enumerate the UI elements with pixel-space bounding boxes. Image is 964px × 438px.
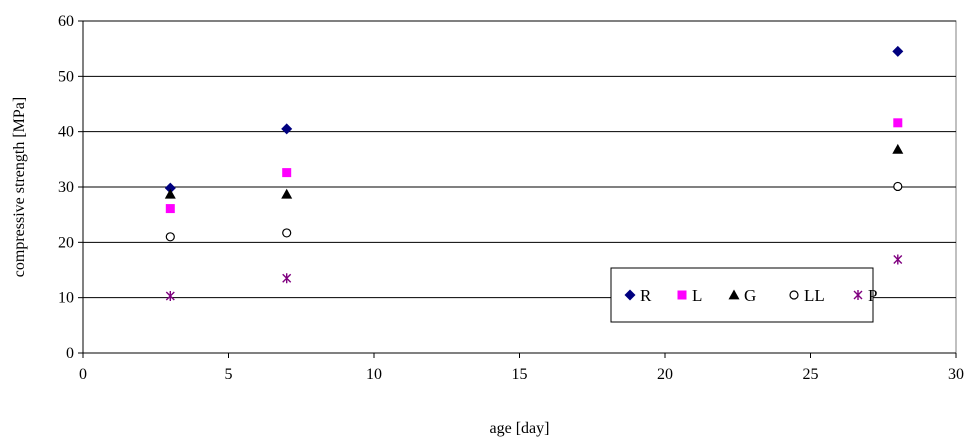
legend-item-R: R	[624, 286, 652, 305]
y-tick-label-60: 60	[58, 13, 74, 30]
legend: R L G LL P	[610, 267, 877, 323]
point-G-7	[281, 188, 293, 199]
axes	[78, 20, 957, 358]
point-LL-3	[165, 232, 175, 242]
series-R	[164, 45, 904, 194]
y-tick-label-0: 0	[66, 345, 74, 362]
series-LL	[165, 181, 903, 242]
point-LL-7	[282, 228, 292, 238]
series-L	[165, 118, 903, 214]
series-G	[164, 143, 904, 199]
legend-marker-LL	[789, 290, 799, 300]
x-tick-label-5: 5	[225, 366, 233, 383]
plot-area: 0 5 10 15 20 25 30 0 10 20 30 40 50 60	[58, 13, 964, 383]
y-tick-label-30: 30	[58, 179, 74, 196]
legend-items: R L G LL P	[624, 286, 877, 305]
legend-box	[610, 267, 874, 323]
legend-item-LL: LL	[789, 286, 825, 305]
point-P-3	[165, 291, 175, 302]
point-G-3	[164, 188, 176, 199]
legend-label-P: P	[868, 286, 877, 305]
data-markers	[164, 45, 904, 302]
point-R-28	[892, 45, 904, 57]
point-G-28	[892, 143, 904, 154]
y-tick-label-50: 50	[58, 68, 74, 85]
point-P-28	[893, 254, 903, 265]
x-tick-label-25: 25	[803, 366, 819, 383]
y-tick-label-40: 40	[58, 124, 74, 141]
x-tick-label-15: 15	[512, 366, 528, 383]
legend-item-L: L	[677, 286, 702, 305]
x-tick-label-0: 0	[79, 366, 87, 383]
point-P-7	[282, 273, 292, 284]
legend-marker-L	[677, 290, 687, 300]
y-tick-label-20: 20	[58, 234, 74, 251]
x-axis-title: age [day]	[490, 420, 550, 437]
legend-item-P: P	[853, 286, 877, 305]
y-axis-title: compressive strength [MPa]	[11, 97, 28, 277]
legend-label-G: G	[744, 286, 756, 305]
point-LL-28	[893, 181, 903, 192]
x-tick-label-20: 20	[657, 366, 673, 383]
legend-marker-G	[728, 289, 740, 300]
point-L-28	[893, 118, 903, 128]
x-tick-label-10: 10	[366, 366, 382, 383]
legend-label-L: L	[692, 286, 702, 305]
point-R-7	[281, 123, 293, 135]
legend-item-G: G	[728, 286, 756, 305]
point-L-7	[282, 168, 292, 178]
legend-label-LL: LL	[804, 286, 825, 305]
legend-label-R: R	[640, 286, 652, 305]
x-tick-label-30: 30	[948, 366, 964, 383]
y-tick-labels: 0 10 20 30 40 50 60	[58, 13, 74, 362]
point-R-3	[164, 182, 176, 194]
legend-marker-R	[624, 289, 636, 301]
series-P	[165, 254, 903, 302]
point-L-3	[165, 204, 175, 214]
y-tick-label-10: 10	[58, 290, 74, 307]
x-tick-labels: 0 5 10 15 20 25 30	[79, 366, 964, 383]
legend-marker-P	[853, 290, 863, 300]
